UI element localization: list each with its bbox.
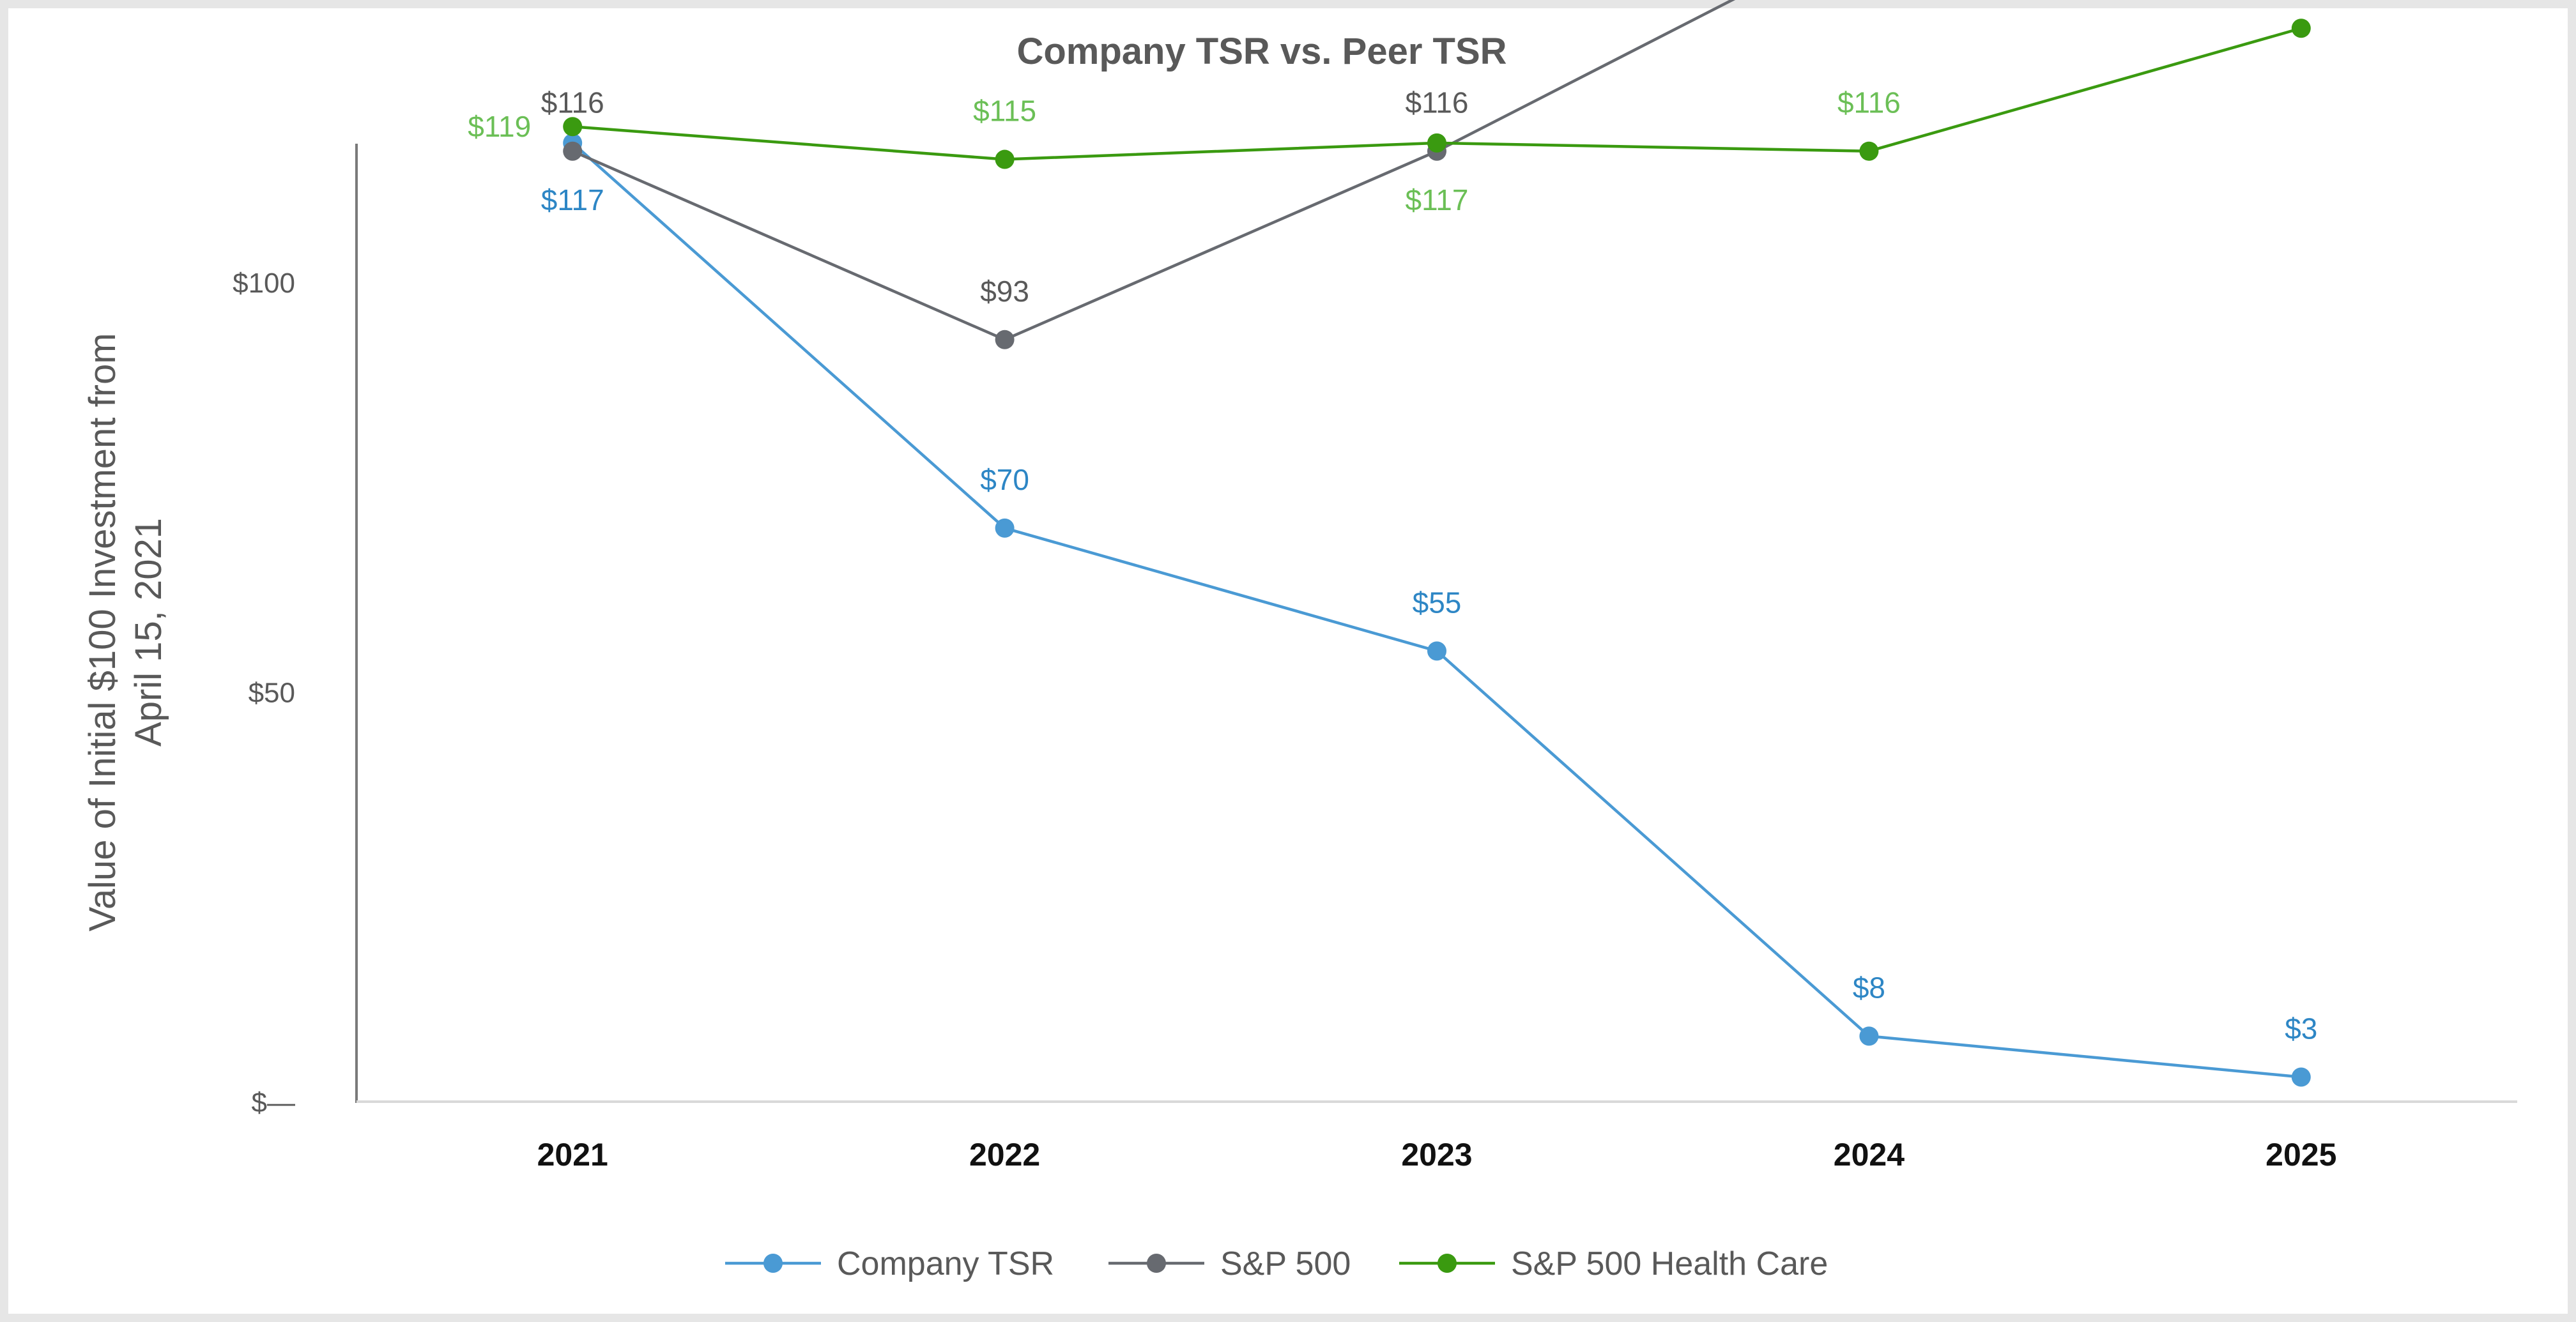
y-axis-title-line: April 15, 2021 bbox=[128, 518, 169, 747]
data-label: $116 bbox=[1406, 86, 1469, 119]
y-axis-title: Value of Initial $100 Investment from Apr… bbox=[82, 333, 169, 931]
x-tick-label: 2025 bbox=[2266, 1137, 2336, 1173]
data-point[interactable] bbox=[1427, 641, 1446, 661]
data-label: $119 bbox=[468, 110, 531, 143]
data-point[interactable] bbox=[1859, 1026, 1879, 1046]
data-point[interactable] bbox=[995, 149, 1015, 169]
data-label: $8 bbox=[1853, 971, 1885, 1004]
legend-marker bbox=[763, 1254, 783, 1273]
legend-marker bbox=[1438, 1254, 1457, 1273]
chart-title: Company TSR vs. Peer TSR bbox=[1016, 31, 1506, 72]
data-label: $117 bbox=[541, 183, 604, 217]
data-point[interactable] bbox=[1859, 141, 1879, 161]
y-tick-label: $— bbox=[252, 1087, 295, 1118]
data-point[interactable] bbox=[2291, 1067, 2311, 1087]
data-label: $116 bbox=[541, 86, 604, 119]
data-point[interactable] bbox=[563, 141, 583, 161]
y-tick-label: $50 bbox=[249, 678, 295, 709]
legend-label: S&P 500 bbox=[1220, 1245, 1351, 1282]
data-label: $93 bbox=[980, 275, 1029, 308]
data-label: $117 bbox=[1406, 183, 1469, 217]
x-tick-label: 2021 bbox=[537, 1137, 608, 1173]
x-tick-label: 2024 bbox=[1834, 1137, 1905, 1173]
data-point[interactable] bbox=[995, 518, 1015, 538]
data-point[interactable] bbox=[995, 330, 1015, 349]
y-axis-title-line: Value of Initial $100 Investment from bbox=[82, 333, 123, 931]
data-label: $70 bbox=[980, 463, 1029, 496]
x-tick-label: 2023 bbox=[1401, 1137, 1472, 1173]
data-point[interactable] bbox=[1427, 133, 1446, 153]
data-point[interactable] bbox=[2291, 19, 2311, 38]
legend-marker bbox=[1147, 1254, 1166, 1273]
data-point[interactable] bbox=[563, 117, 583, 137]
legend-label: S&P 500 Health Care bbox=[1511, 1245, 1828, 1282]
data-label: $115 bbox=[973, 95, 1036, 128]
data-label: $3 bbox=[2285, 1012, 2317, 1045]
y-tick-label: $100 bbox=[233, 268, 295, 299]
x-tick-label: 2022 bbox=[969, 1137, 1040, 1173]
data-label: $55 bbox=[1413, 586, 1462, 619]
data-label: $116 bbox=[1837, 86, 1901, 119]
legend-label: Company TSR bbox=[837, 1245, 1054, 1282]
